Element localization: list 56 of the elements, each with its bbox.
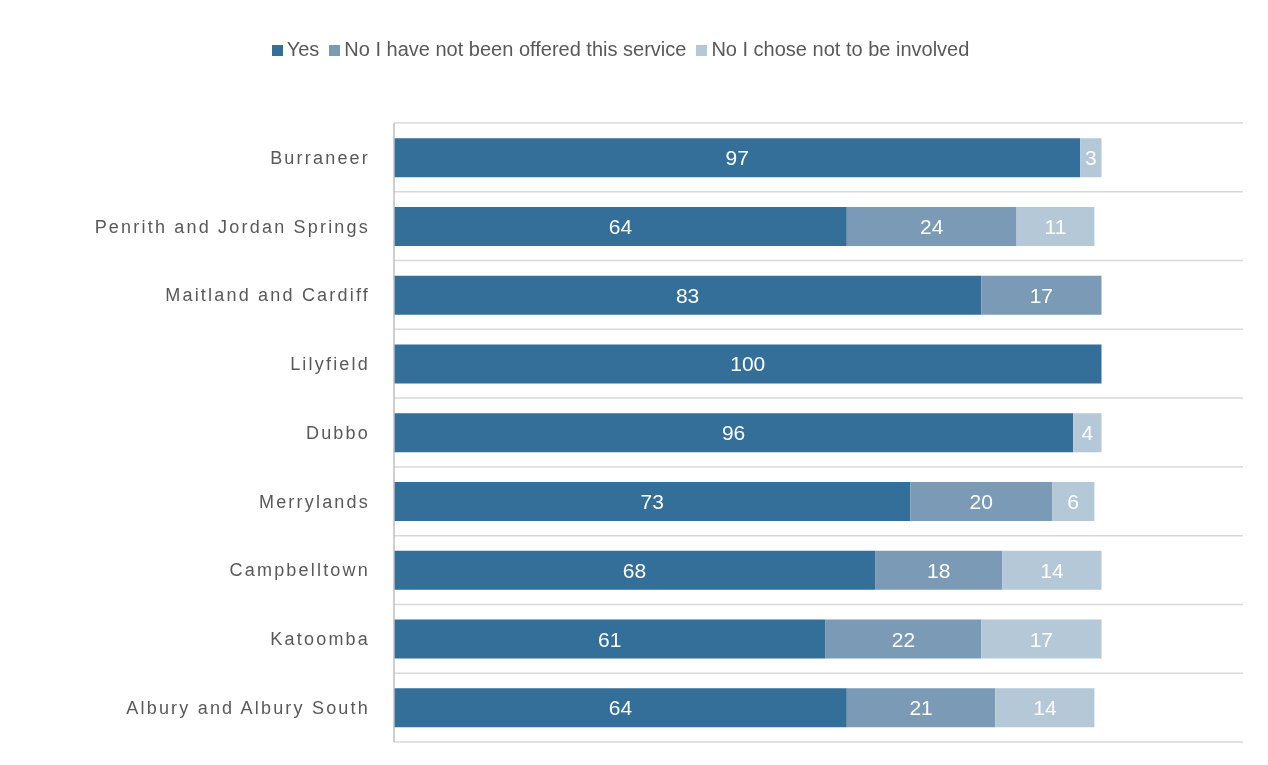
bar [995, 688, 1095, 728]
data-label: 96 [721, 421, 746, 445]
bar [1073, 413, 1102, 453]
bar [394, 550, 876, 590]
data-label: 18 [927, 558, 951, 582]
data-label: 97 [725, 146, 749, 170]
data-label: 17 [1029, 283, 1054, 307]
data-label: 4 [1081, 421, 1094, 445]
y-tick-label: Merrylands [258, 491, 370, 512]
bar [981, 275, 1102, 315]
bar [910, 482, 1052, 522]
bar [394, 206, 847, 246]
data-label: 14 [1033, 696, 1057, 720]
legend-label: No I have not been offered this service [344, 38, 687, 60]
legend-label: No I chose not to be involved [711, 38, 970, 60]
bar [394, 619, 826, 659]
y-tick-label: Dubbo [305, 422, 370, 443]
data-label: 64 [608, 214, 633, 238]
bar [394, 482, 911, 522]
data-label: 24 [920, 214, 944, 238]
bar [394, 138, 1081, 178]
bar [846, 688, 996, 728]
bar [394, 275, 982, 315]
data-label: 11 [1044, 214, 1067, 238]
data-label: 21 [909, 696, 933, 720]
data-label: 6 [1067, 489, 1080, 513]
legend-label: Yes [286, 38, 320, 60]
bar [1002, 550, 1102, 590]
y-tick-label: Lilyfield [290, 354, 370, 375]
bar [394, 413, 1074, 453]
y-tick-label: Burraneer [270, 147, 370, 168]
y-tick-label: Maitland and Cardiff [165, 285, 370, 306]
y-tick-label: Campbelltown [229, 560, 370, 581]
data-label: 68 [622, 558, 647, 582]
y-tick-label: Penrith and Jordan Springs [94, 216, 370, 237]
y-tick-label: Katoomba [270, 629, 370, 650]
bar [846, 206, 1017, 246]
data-label: 20 [969, 489, 993, 513]
bar [394, 688, 847, 728]
bar [394, 344, 1102, 384]
bar [875, 550, 1003, 590]
bar [1080, 138, 1102, 178]
data-label: 64 [608, 696, 633, 720]
data-label: 22 [891, 627, 916, 651]
data-label: 17 [1029, 627, 1054, 651]
data-label: 73 [640, 489, 664, 513]
bar [1051, 482, 1095, 522]
data-label: 14 [1040, 558, 1064, 582]
data-label: 100 [730, 352, 766, 376]
data-label: 61 [598, 627, 622, 651]
data-label: 3 [1085, 146, 1097, 170]
bar [981, 619, 1102, 659]
bar [825, 619, 982, 659]
y-tick-label: Albury and Albury South [126, 698, 370, 718]
data-label: 83 [675, 283, 700, 307]
bar [1016, 206, 1095, 246]
